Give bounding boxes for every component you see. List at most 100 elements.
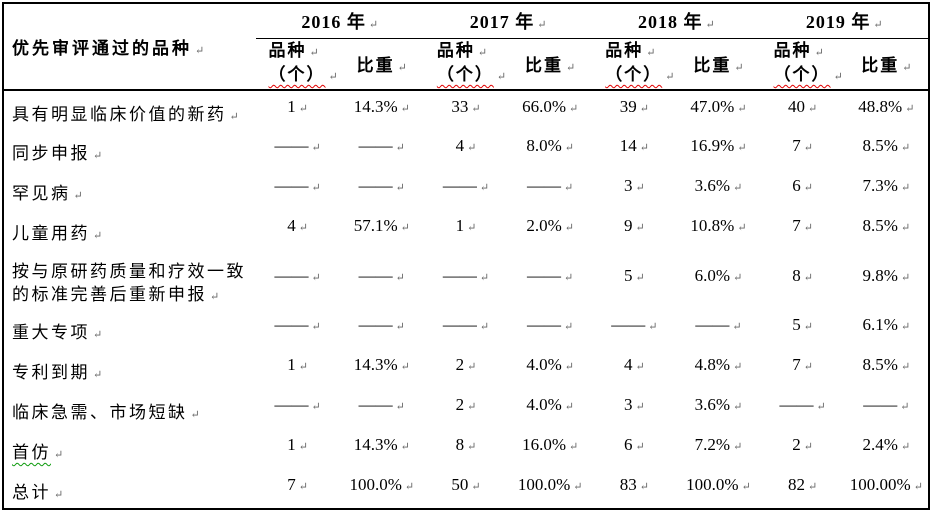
return-mark: ↵ bbox=[741, 480, 751, 493]
table-row: 临床急需、市场短缺 ↵ —— ↵ —— ↵ 2 ↵ 4.0% ↵ 3 ↵ 3.6% ↵ —— ↵ —— ↵ bbox=[3, 389, 929, 429]
return-mark: ↵ bbox=[564, 401, 574, 413]
return-mark: ↵ bbox=[298, 361, 308, 373]
col-share-header-2018: 比重 ↵ bbox=[676, 38, 761, 91]
cell-value: 8 ↵ bbox=[761, 250, 845, 309]
cell-value-text: 33 bbox=[451, 96, 469, 116]
cell-value-text: 4 bbox=[455, 136, 465, 155]
cell-value-text: 14.3% bbox=[353, 355, 398, 374]
cell-value: 2 ↵ bbox=[424, 389, 508, 429]
cell-value-text: 14.3% bbox=[353, 435, 398, 454]
return-mark: ↵ bbox=[395, 142, 405, 154]
cell-value: 14 ↵ bbox=[592, 130, 676, 170]
row-label: 同步申报 ↵ bbox=[3, 130, 256, 170]
cell-value-text: —— bbox=[274, 136, 309, 155]
year-header-row: 优先审评通过的品种 ↵ 2016 年 ↵ 2017 年 ↵ 2018 年 ↵ 2019 … bbox=[3, 3, 929, 91]
return-mark: ↵ bbox=[635, 182, 645, 194]
col-variety-header-2019: 品种 ↵ （个） ↵ bbox=[760, 38, 845, 91]
return-mark: ↵ bbox=[737, 222, 747, 234]
return-mark: ↵ bbox=[477, 46, 488, 59]
cell-value: 10.8% ↵ bbox=[676, 210, 760, 250]
return-mark: ↵ bbox=[467, 142, 477, 154]
cell-value-text: 6 bbox=[792, 176, 801, 195]
cell-value: —— ↵ bbox=[508, 309, 592, 349]
year-label: 2019 年 bbox=[805, 11, 871, 32]
return-mark: ↵ bbox=[311, 401, 321, 413]
return-mark: ↵ bbox=[873, 18, 883, 31]
cell-value-text: 82 bbox=[788, 474, 806, 494]
return-mark: ↵ bbox=[311, 142, 321, 154]
cell-value: 1 ↵ bbox=[424, 210, 508, 250]
cell-value-text: —— bbox=[442, 265, 477, 285]
cell-value-text: 1 bbox=[455, 216, 465, 235]
return-mark: ↵ bbox=[733, 401, 743, 413]
return-mark: ↵ bbox=[646, 46, 656, 59]
cell-value: 47.0% ↵ bbox=[676, 90, 760, 130]
cell-value: —— ↵ bbox=[256, 389, 340, 429]
col-share-header-2019: 比重 ↵ bbox=[844, 38, 929, 91]
row-label: 具有明显临床价值的新药 ↵ bbox=[3, 90, 256, 130]
cell-value-text: 8.0% bbox=[526, 136, 562, 155]
cell-value: 100.0% ↵ bbox=[676, 469, 760, 509]
cell-value: 14.3% ↵ bbox=[340, 349, 424, 389]
row-label: 专利到期 ↵ bbox=[3, 349, 256, 389]
cell-value: 8.5% ↵ bbox=[845, 349, 929, 389]
cell-value: 8.5% ↵ bbox=[845, 210, 929, 250]
variety-label: 品种 bbox=[436, 40, 475, 60]
table-row: 具有明显临床价值的新药 ↵ 1 ↵ 14.3% ↵ 33 ↵ 66.0% ↵ 39 ↵ 47.0% ↵ 40… bbox=[3, 90, 929, 130]
col-variety-header-2017: 品种 ↵ （个） ↵ bbox=[423, 38, 509, 91]
return-mark: ↵ bbox=[298, 102, 308, 115]
cell-value-text: 5 bbox=[792, 315, 801, 334]
cell-value-text: —— bbox=[527, 315, 562, 334]
cell-value: —— ↵ bbox=[256, 170, 340, 210]
cell-value-text: 3 bbox=[623, 176, 633, 195]
cell-value-text: 100.00% bbox=[849, 474, 911, 494]
cell-value: 3.6% ↵ bbox=[676, 389, 760, 429]
cell-value-text: 8.5% bbox=[862, 136, 898, 155]
return-mark: ↵ bbox=[900, 182, 911, 194]
return-mark: ↵ bbox=[311, 321, 321, 333]
cell-value-text: —— bbox=[274, 395, 309, 414]
return-mark: ↵ bbox=[734, 62, 744, 75]
cell-value: 1 ↵ bbox=[256, 429, 340, 469]
table-row: 重大专项 ↵ —— ↵ —— ↵ —— ↵ —— ↵ —— ↵ —— ↵ 5 ↵ 6.1% ↵ bbox=[3, 309, 929, 349]
cell-value-text: 3.6% bbox=[694, 176, 731, 195]
cell-value-text: 7 bbox=[792, 216, 801, 235]
return-mark: ↵ bbox=[648, 321, 658, 333]
return-mark: ↵ bbox=[93, 329, 103, 341]
cell-value-text: —— bbox=[442, 315, 477, 334]
cell-value: 14.3% ↵ bbox=[340, 429, 424, 469]
cell-value-text: 1 bbox=[287, 435, 296, 454]
return-mark: ↵ bbox=[496, 70, 507, 83]
cell-value: —— ↵ bbox=[592, 309, 676, 349]
row-label: 首仿 ↵ bbox=[3, 429, 256, 469]
cell-value: 7.2% ↵ bbox=[676, 429, 760, 469]
return-mark: ↵ bbox=[635, 401, 645, 413]
cell-value: 3.6% ↵ bbox=[676, 170, 760, 210]
share-label: 比重 bbox=[693, 56, 732, 76]
cell-value: 39 ↵ bbox=[592, 90, 676, 130]
cell-value-text: 8 bbox=[792, 265, 801, 285]
return-mark: ↵ bbox=[803, 182, 813, 194]
cell-value-text: 6 bbox=[623, 435, 633, 454]
return-mark: ↵ bbox=[195, 45, 205, 57]
return-mark: ↵ bbox=[400, 361, 410, 373]
return-mark: ↵ bbox=[733, 361, 743, 373]
variety-label: 品种 bbox=[268, 40, 307, 60]
cell-value: —— ↵ bbox=[424, 250, 508, 309]
col-variety-header-2018: 品种 ↵ （个） ↵ bbox=[592, 38, 677, 91]
return-mark: ↵ bbox=[400, 102, 410, 115]
return-mark: ↵ bbox=[803, 441, 813, 453]
year-header-2016: 2016 年 ↵ bbox=[255, 3, 424, 39]
cell-value: 2.4% ↵ bbox=[845, 429, 929, 469]
return-mark: ↵ bbox=[93, 230, 103, 242]
cell-value-text: —— bbox=[779, 395, 814, 414]
cell-value-text: —— bbox=[358, 315, 393, 334]
return-mark: ↵ bbox=[400, 222, 410, 234]
table-row: 同步申报 ↵ —— ↵ —— ↵ 4 ↵ 8.0% ↵ 14 ↵ 16.9% ↵ 7 ↵ 8.5% ↵ bbox=[3, 130, 929, 170]
return-mark: ↵ bbox=[635, 361, 645, 373]
subheader-row: 品种 ↵ （个） ↵ 比重 ↵ 品种 ↵ （个） ↵ 比重 ↵ 品种 ↵ （个） ↵ 比重 ↵ 品… bbox=[3, 38, 929, 91]
return-mark: ↵ bbox=[568, 102, 579, 115]
cell-value: 7 ↵ bbox=[761, 349, 845, 389]
cell-value: —— ↵ bbox=[340, 130, 424, 170]
cell-value-text: 40 bbox=[788, 96, 806, 116]
